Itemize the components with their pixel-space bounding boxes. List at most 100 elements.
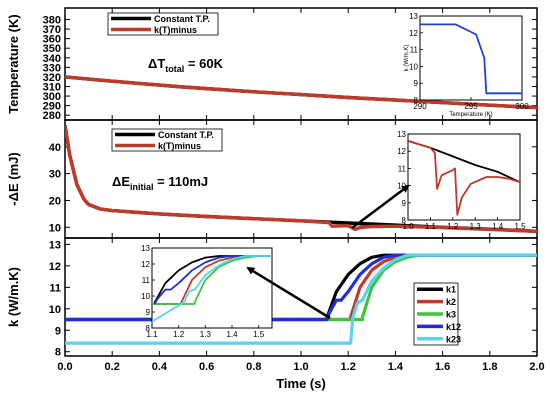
inset-y-tick-label: 10 <box>409 62 418 71</box>
inset-x-tick-label: 1.0 <box>402 222 414 231</box>
y-tick-label: 12 <box>49 261 61 273</box>
inset-y-tick-label: 13 <box>397 130 406 139</box>
y-tick-label: 340 <box>43 53 61 65</box>
legend: Constant T.P.k(T)minus <box>111 128 223 152</box>
inset-series <box>153 255 272 305</box>
legend: k1 k2 k3 k12 k23 <box>413 282 461 346</box>
inset-x-tick-label: 1.5 <box>514 222 526 231</box>
inset-x-tick-label: 300 <box>515 102 529 111</box>
inset-series <box>152 255 272 323</box>
y-tick-label: 10 <box>49 222 61 234</box>
y-tick-label: 330 <box>43 62 61 74</box>
x-tick-label: 1.6 <box>435 361 450 373</box>
annotation-sub: total <box>165 64 184 74</box>
x-tick-label: 1.2 <box>341 361 356 373</box>
y-tick-label: 320 <box>43 72 61 84</box>
inset-x-tick-label: 295 <box>464 102 478 111</box>
panel-temperature: 280290300310320330340350360370380Tempera… <box>6 7 538 122</box>
inset-frame <box>151 247 273 329</box>
inset-x-tick-label: 290 <box>413 102 427 111</box>
inset-x-tick-label: 1.2 <box>173 330 185 339</box>
legend-entry: k3 <box>446 310 456 320</box>
y-tick-label: 20 <box>49 195 61 207</box>
y-tick-label: 11 <box>49 282 61 294</box>
legend-entry: Constant T.P. <box>158 130 214 140</box>
inset-series <box>408 140 520 216</box>
inset-y-tick-label: 9 <box>146 308 151 317</box>
inset-y-tick-label: 12 <box>409 29 418 38</box>
y-tick-label: 350 <box>43 43 61 55</box>
series-k-t-minus <box>65 75 537 110</box>
inset-series <box>420 23 522 95</box>
y-axis-label: Temperature (K) <box>6 14 21 113</box>
legend-entry: k1 <box>446 285 456 295</box>
series-k3 <box>65 253 537 322</box>
inset-y-tick-label: 9 <box>414 79 419 88</box>
legend: Constant T.P.k(T)minus <box>107 12 219 36</box>
annotation-main: ΔT <box>148 56 165 71</box>
inset-x-tick-label: 1.5 <box>253 330 265 339</box>
series-k-t-minus <box>65 125 537 233</box>
series-k23 <box>65 253 537 345</box>
y-tick-label: 13 <box>49 239 61 251</box>
x-tick-label: 1.8 <box>482 361 497 373</box>
inset: 1.1 1.2 1.3 1.4 1.5 8 9 10 11 12 13 <box>141 244 273 339</box>
y-axis-label: k (W/m.K) <box>6 267 21 327</box>
x-tick-label: 0.6 <box>199 361 214 373</box>
annotation-sub: initial <box>130 182 154 192</box>
series-k1 <box>65 253 537 322</box>
inset-y-tick-label: 8 <box>402 216 407 225</box>
inset-y-tick-label: 13 <box>141 244 150 253</box>
y-tick-label: 370 <box>43 24 61 36</box>
inset-x-label: Temperature (K) <box>449 112 492 118</box>
inset-y-tick-label: 8 <box>146 324 151 333</box>
legend-entry: k23 <box>446 334 461 344</box>
x-tick-label: 1.4 <box>388 361 404 373</box>
inset-y-tick-label: 9 <box>402 199 407 208</box>
y-axis-label: -ΔE (mJ) <box>6 152 21 205</box>
legend-entry: Constant T.P. <box>154 14 210 24</box>
y-tick-label: 8 <box>55 347 61 359</box>
x-tick-label: 0.2 <box>105 361 120 373</box>
legend-entry: k(T)minus <box>154 25 197 35</box>
inset-x-tick-label: 1.4 <box>226 330 238 339</box>
y-tick-label: 280 <box>43 110 61 122</box>
x-tick-label: 0.8 <box>246 361 261 373</box>
annotation: ΔTtotal = 60K <box>148 56 224 74</box>
y-tick-label: 10 <box>49 304 61 316</box>
inset-x-tick-label: 1.4 <box>492 222 504 231</box>
panel-conductivity: 8 9 10 11 12 13 k (W/m.K) k1 k2 k3 k12 k23 1.1 1.2 1.3… <box>6 237 538 359</box>
x-tick-label: 1.0 <box>293 361 308 373</box>
y-tick-label: 380 <box>43 14 61 26</box>
x-axis-label: Time (s) <box>276 376 326 391</box>
inset-y-label: k (W/m.K) <box>404 45 410 72</box>
inset-x-tick-label: 1.1 <box>425 222 437 231</box>
series-k12 <box>65 253 537 322</box>
inset-y-tick-label: 13 <box>409 12 418 21</box>
inset: 290 295 300 8 9 10 11 12 13 Temperature (K) k (W/m… <box>404 12 529 118</box>
x-tick-label: 0.4 <box>152 361 168 373</box>
series-k2 <box>65 253 537 322</box>
inset-y-tick-label: 8 <box>414 96 419 105</box>
inset-x-tick-label: 1.1 <box>146 330 158 339</box>
inset-x-tick-label: 1.3 <box>200 330 212 339</box>
y-tick-label: 310 <box>43 81 61 93</box>
y-tick-label: 290 <box>43 101 61 113</box>
inset-x-tick-label: 1.3 <box>470 222 482 231</box>
inset-y-tick-label: 11 <box>410 46 419 55</box>
y-tick-label: 40 <box>49 142 61 154</box>
legend-entry: k12 <box>446 322 461 332</box>
annotation-main: ΔE <box>112 174 130 189</box>
annotation-tail: = 110mJ <box>154 174 209 189</box>
zoom-arrow-energy <box>351 184 410 229</box>
legend-entry: k2 <box>446 297 456 307</box>
inset-y-tick-label: 12 <box>141 260 150 269</box>
x-tick-label: 2.0 <box>529 361 544 373</box>
x-tick-label: 0.0 <box>57 361 72 373</box>
y-tick-label: 9 <box>55 325 61 337</box>
annotation-tail: = 60K <box>184 56 223 71</box>
inset-frame <box>419 15 523 101</box>
y-tick-label: 360 <box>43 34 61 46</box>
